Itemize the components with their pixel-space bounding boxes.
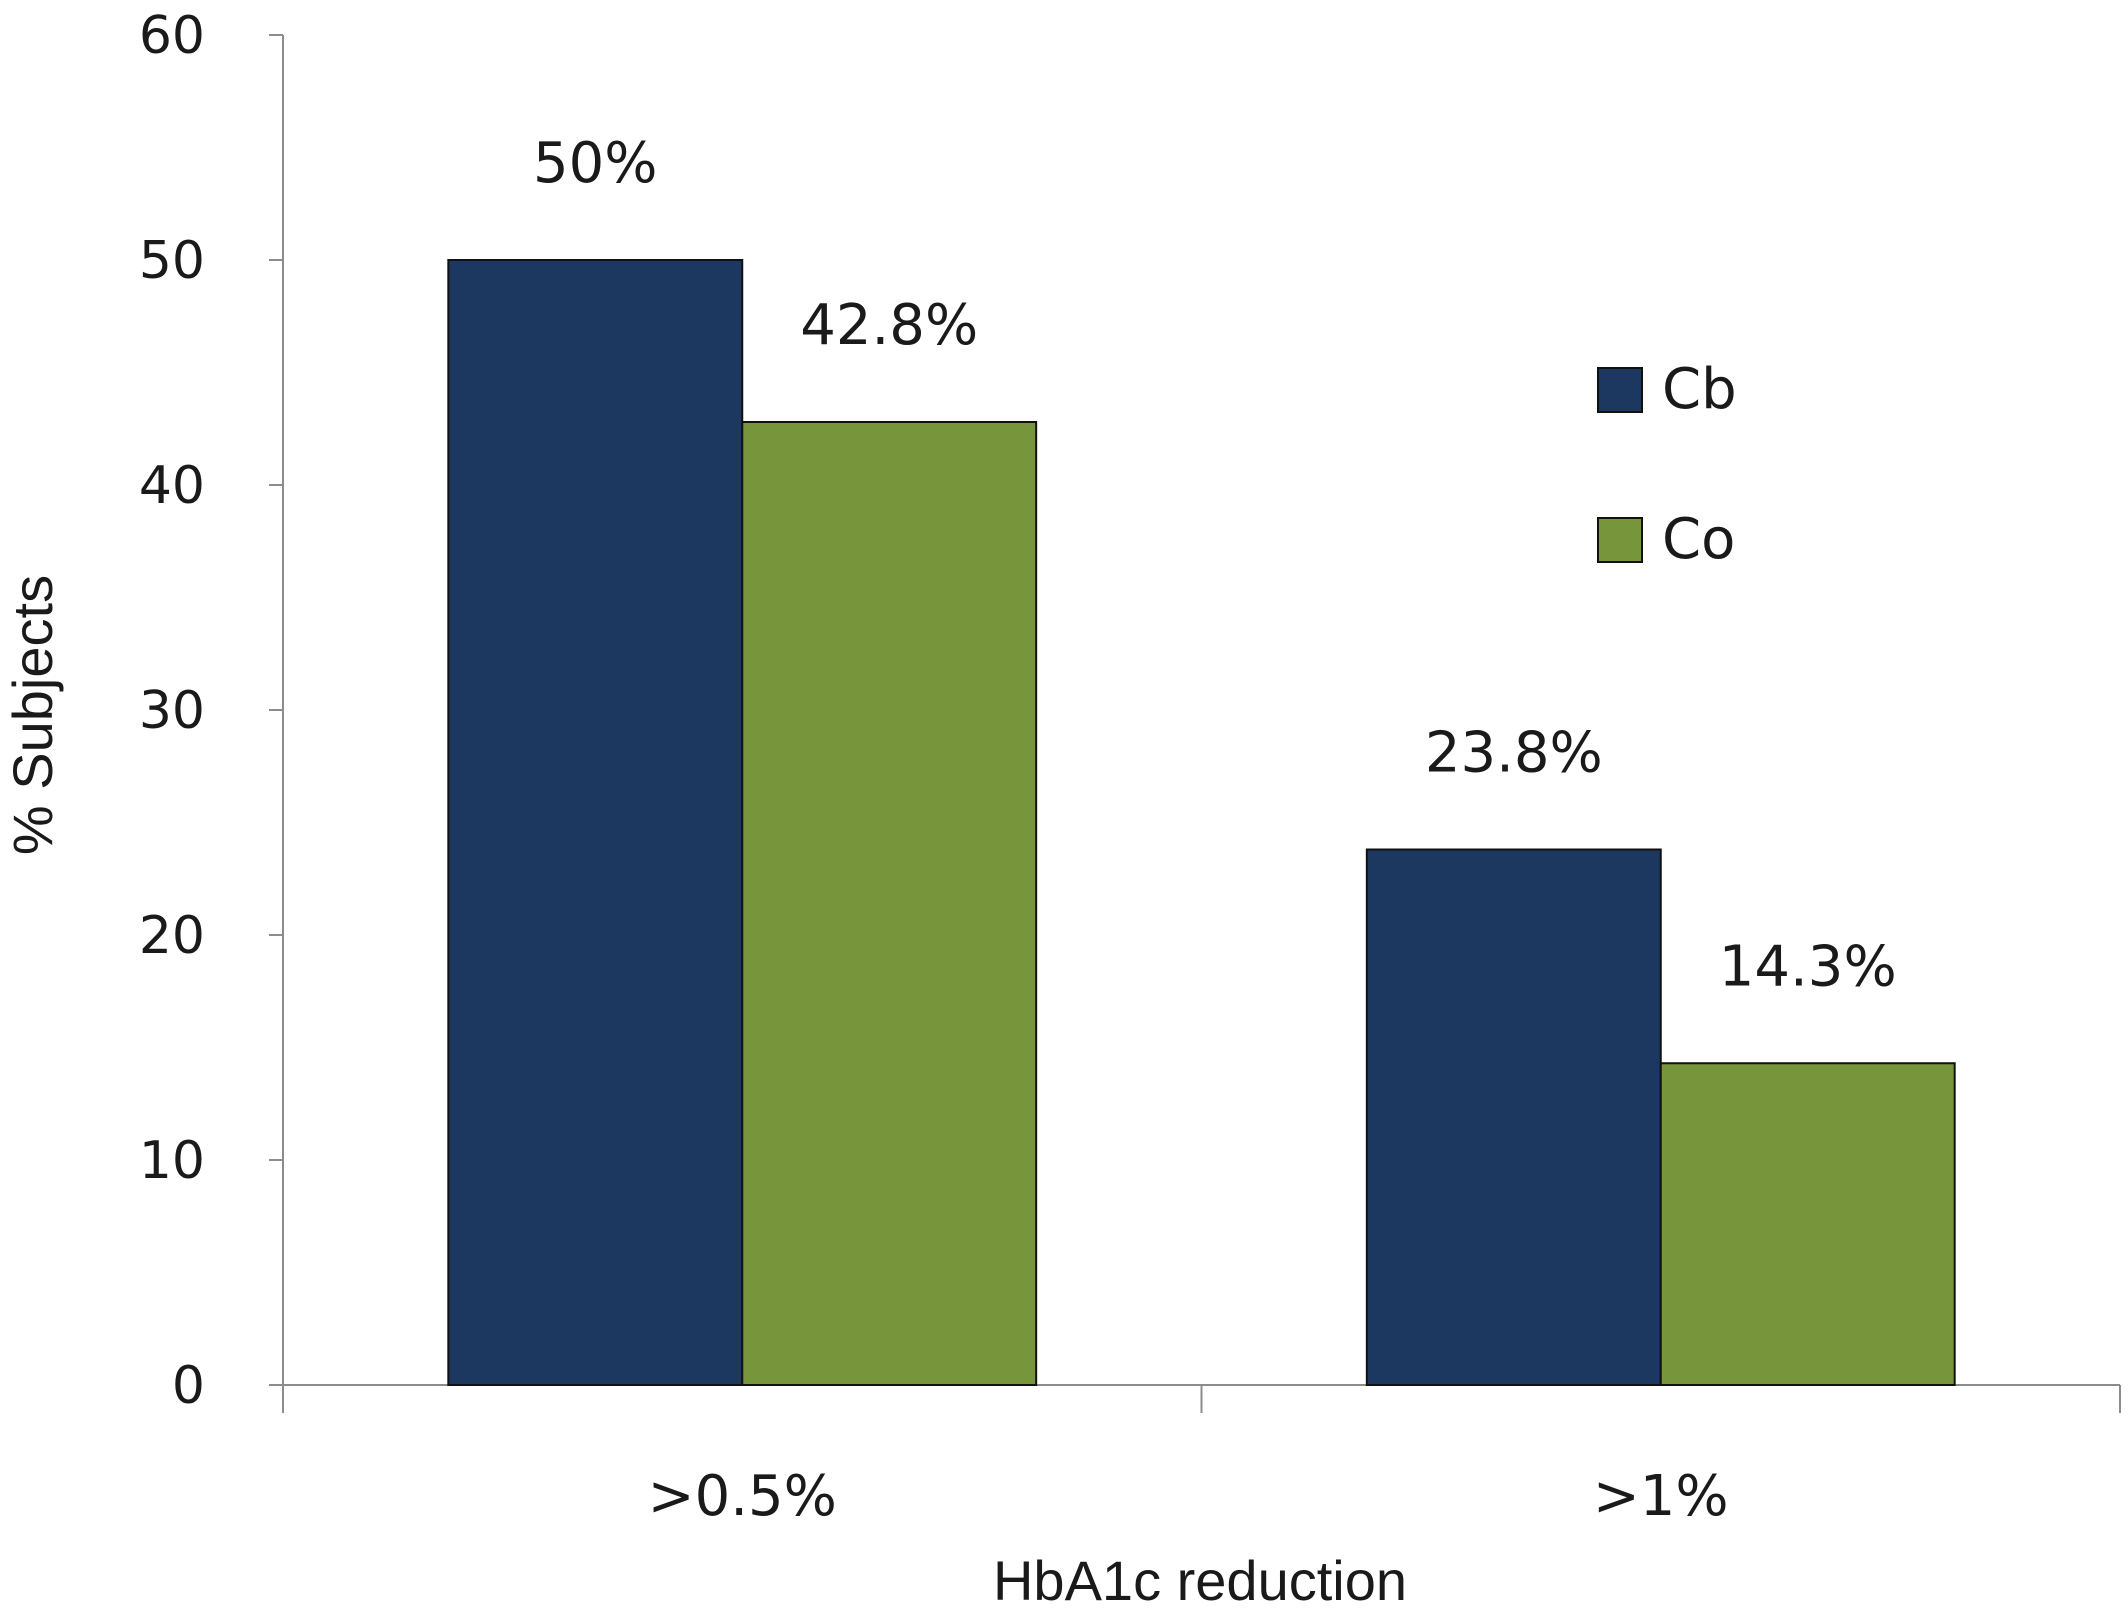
y-tick-label: 20: [139, 906, 205, 966]
bar-cb-1: [1365, 848, 1662, 1386]
data-label: 23.8%: [1425, 721, 1603, 786]
y-axis: 0 10 20 30 40 50 60: [139, 6, 284, 1416]
legend-swatch: [1597, 517, 1643, 563]
legend-label: Cb: [1662, 357, 1737, 422]
y-tick-label: 60: [139, 6, 205, 66]
y-axis-title: % Subjects: [1, 575, 64, 855]
bar-co-1: [1659, 1062, 1956, 1386]
x-axis-title: HbA1c reduction: [993, 1549, 1407, 1612]
data-label: 50%: [533, 131, 657, 196]
y-tick-label: 40: [139, 456, 205, 516]
data-label: 14.3%: [1719, 934, 1897, 999]
x-axis: >0.5% >1%: [282, 1384, 2121, 1529]
y-tick-label: 10: [139, 1131, 205, 1191]
x-category-label: >0.5%: [648, 1464, 837, 1529]
bars: [447, 259, 1956, 1386]
legend-label: Co: [1662, 507, 1735, 572]
legend-swatch: [1597, 367, 1643, 413]
bar-cb-0: [447, 259, 744, 1386]
y-tick-label: 50: [139, 231, 205, 291]
y-tick-label: 0: [172, 1356, 205, 1416]
data-labels: 50% 23.8% 42.8% 14.3%: [533, 131, 1897, 999]
data-label: 42.8%: [800, 293, 978, 358]
bar-co-0: [741, 421, 1038, 1386]
y-tick-label: 30: [139, 681, 205, 741]
x-category-label: >1%: [1593, 1464, 1729, 1529]
legend: Cb Co: [1597, 357, 1737, 572]
